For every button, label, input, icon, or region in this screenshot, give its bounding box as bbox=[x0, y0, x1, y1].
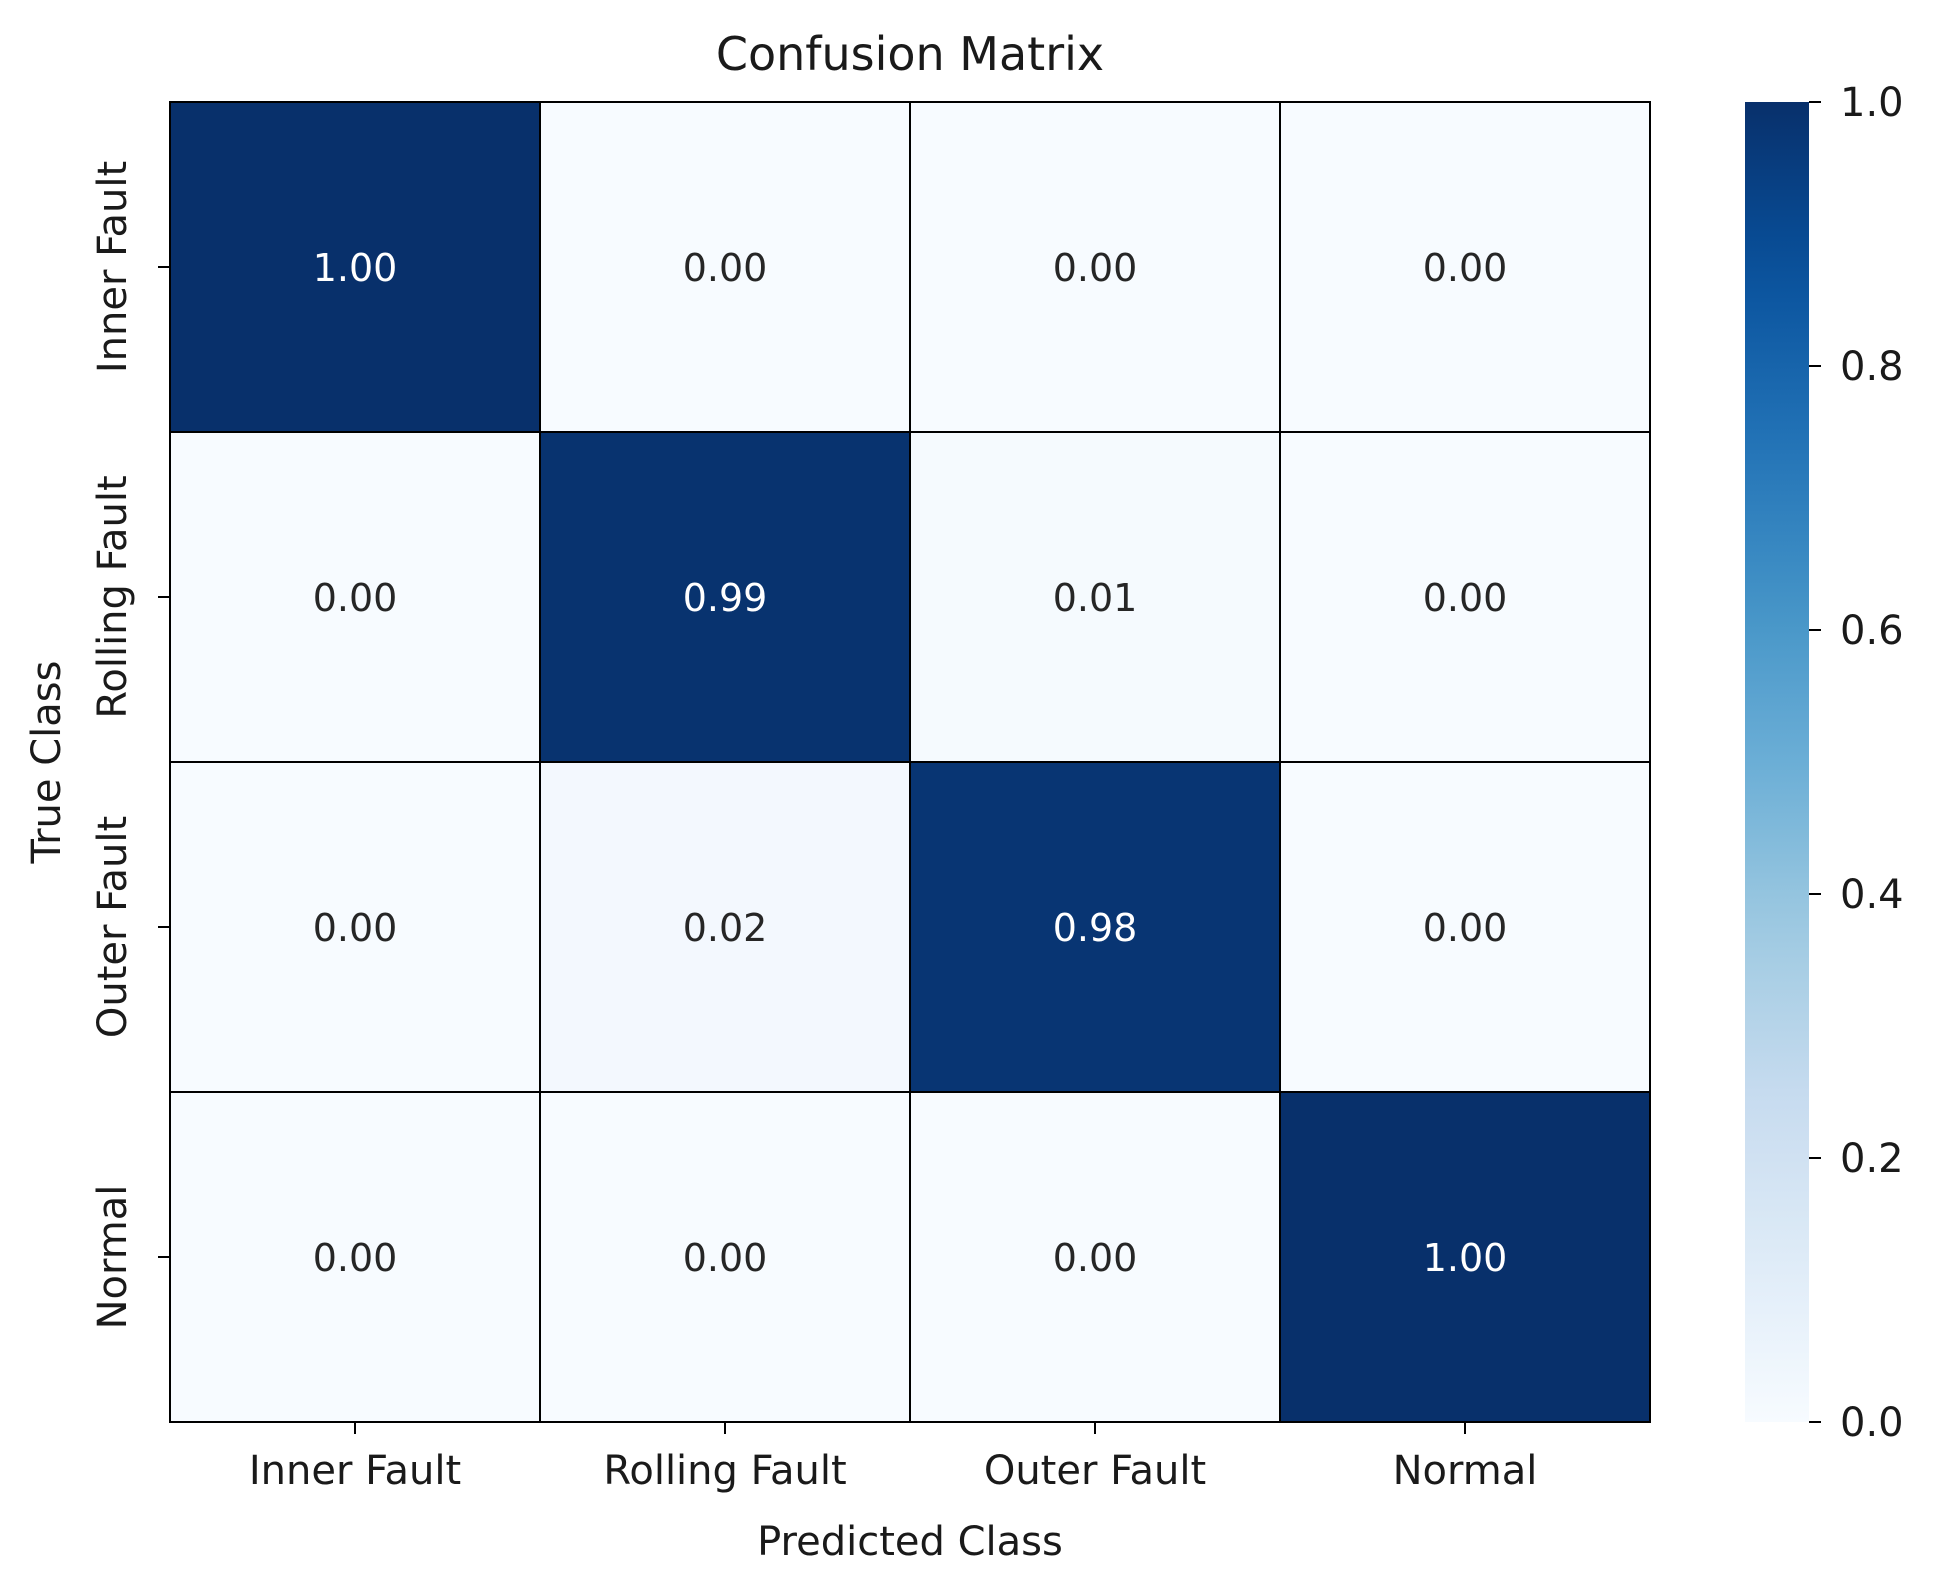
cell-value-label: 0.00 bbox=[313, 906, 398, 950]
colorbar-tick-label: 0.6 bbox=[1840, 608, 1904, 654]
heatmap-cell bbox=[539, 1091, 911, 1423]
cell-value-label: 0.01 bbox=[1053, 576, 1138, 620]
colorbar-tick-label: 0.4 bbox=[1840, 872, 1904, 918]
cell-value-label: 0.00 bbox=[313, 576, 398, 620]
colorbar-tick-label: 1.0 bbox=[1840, 80, 1904, 126]
cell-value-label: 0.00 bbox=[1053, 246, 1138, 290]
cell-value-label: 0.00 bbox=[1423, 576, 1508, 620]
x-tick-label: Inner Fault bbox=[249, 1448, 461, 1494]
heatmap-cell bbox=[1279, 761, 1651, 1093]
heatmap-cell bbox=[539, 761, 911, 1093]
x-axis-label: Predicted Class bbox=[757, 1519, 1063, 1565]
heatmap-cell bbox=[169, 1091, 541, 1423]
heatmap-cell bbox=[909, 101, 1281, 433]
cell-value-label: 0.99 bbox=[683, 576, 768, 620]
colorbar-tick-label: 0.8 bbox=[1840, 344, 1904, 390]
cell-value-label: 0.00 bbox=[313, 1236, 398, 1280]
cell-value-label: 0.00 bbox=[1423, 246, 1508, 290]
colorbar bbox=[1745, 102, 1809, 1422]
heatmap-cell bbox=[539, 431, 911, 763]
y-tick-label: Outer Fault bbox=[90, 816, 136, 1038]
heatmap-cell bbox=[909, 1091, 1281, 1423]
y-tick-label: Inner Fault bbox=[90, 161, 136, 373]
y-axis-label: True Class bbox=[24, 661, 70, 865]
x-tick-label: Normal bbox=[1393, 1448, 1538, 1494]
x-ticks: Inner Fault Rolling Fault Outer Fault Norma… bbox=[249, 1422, 1538, 1494]
heatmap-cell bbox=[1279, 101, 1651, 433]
y-tick-label: Rolling Fault bbox=[90, 475, 136, 718]
colorbar-ticks: 0.0 0.2 0.4 0.6 0.8 1.0 bbox=[1809, 80, 1904, 1446]
cell-value-label: 0.00 bbox=[683, 1236, 768, 1280]
colorbar-tick-label: 0.0 bbox=[1840, 1400, 1904, 1446]
cell-value-label: 0.00 bbox=[1053, 1236, 1138, 1280]
heatmap-cell bbox=[1279, 431, 1651, 763]
cell-value-label: 1.00 bbox=[1423, 1236, 1508, 1280]
y-tick-label: Normal bbox=[90, 1185, 136, 1330]
heatmap-cells: 1.00 0.00 0.00 0.00 0.00 0.99 0.01 0.00 0.00 0.02… bbox=[169, 101, 1651, 1423]
cell-value-label: 0.00 bbox=[1423, 906, 1508, 950]
cell-value-label: 1.00 bbox=[313, 246, 398, 290]
heatmap-cell bbox=[539, 101, 911, 433]
x-tick-label: Outer Fault bbox=[984, 1448, 1206, 1494]
cell-value-label: 0.98 bbox=[1053, 906, 1138, 950]
chart-title: Confusion Matrix bbox=[716, 27, 1104, 81]
heatmap-cell bbox=[169, 101, 541, 433]
cell-value-label: 0.02 bbox=[683, 906, 768, 950]
heatmap-cell bbox=[169, 431, 541, 763]
heatmap-cell bbox=[909, 431, 1281, 763]
colorbar-tick-label: 0.2 bbox=[1840, 1136, 1904, 1182]
cell-value-label: 0.00 bbox=[683, 246, 768, 290]
y-ticks: Inner Fault Rolling Fault Outer Fault Norma… bbox=[90, 161, 170, 1330]
heatmap-cell bbox=[1279, 1091, 1651, 1423]
x-tick-label: Rolling Fault bbox=[603, 1448, 846, 1494]
